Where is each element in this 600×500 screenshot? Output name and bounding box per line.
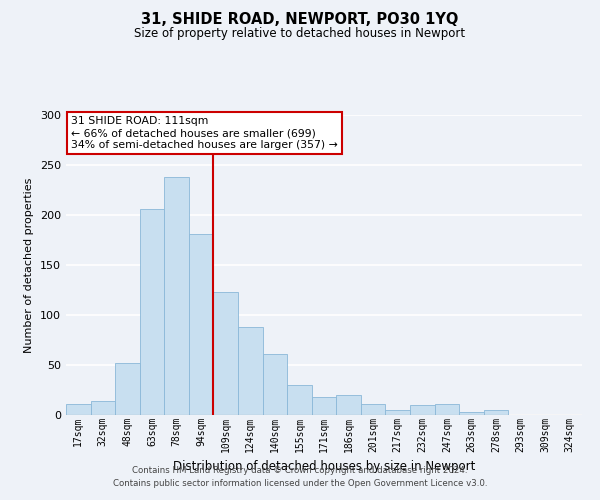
Bar (459, 412, 484, 415)
Bar (238, 327, 263, 415)
Bar (410, 405, 434, 415)
Bar (263, 354, 287, 415)
Text: 31, SHIDE ROAD, NEWPORT, PO30 1YQ: 31, SHIDE ROAD, NEWPORT, PO30 1YQ (142, 12, 458, 28)
Text: 31 SHIDE ROAD: 111sqm
← 66% of detached houses are smaller (699)
34% of semi-det: 31 SHIDE ROAD: 111sqm ← 66% of detached … (71, 116, 338, 150)
Bar (385, 410, 410, 415)
Bar (336, 395, 361, 415)
Bar (66, 404, 91, 415)
Bar (287, 385, 312, 415)
Text: Contains HM Land Registry data © Crown copyright and database right 2024.
Contai: Contains HM Land Registry data © Crown c… (113, 466, 487, 487)
Bar (189, 234, 214, 415)
Text: Size of property relative to detached houses in Newport: Size of property relative to detached ho… (134, 28, 466, 40)
Bar (312, 397, 336, 415)
Bar (91, 401, 115, 415)
Bar (484, 410, 508, 415)
Bar (214, 292, 238, 415)
Bar (434, 404, 459, 415)
Bar (115, 363, 140, 415)
Bar (164, 177, 189, 415)
X-axis label: Distribution of detached houses by size in Newport: Distribution of detached houses by size … (173, 460, 475, 473)
Y-axis label: Number of detached properties: Number of detached properties (25, 178, 34, 352)
Bar (140, 209, 164, 415)
Bar (361, 404, 385, 415)
